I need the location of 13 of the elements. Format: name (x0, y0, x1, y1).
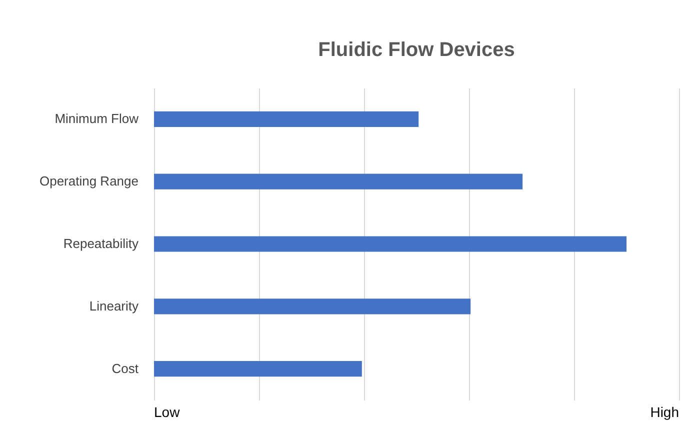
y-tick-label: Cost (112, 360, 139, 376)
y-tick-label: Minimum Flow (54, 111, 140, 126)
text: Low (154, 404, 181, 420)
bar (154, 361, 362, 377)
bar (154, 236, 626, 252)
bar (154, 111, 419, 127)
text: High (650, 404, 679, 420)
bar (154, 174, 523, 190)
y-tick-label: Operating Range (39, 174, 138, 189)
bar (154, 298, 471, 314)
y-tick-label: Linearity (89, 298, 139, 314)
chart-title: Fluidic Flow Devices (318, 39, 515, 61)
y-tick-label: Repeatability (63, 236, 139, 251)
